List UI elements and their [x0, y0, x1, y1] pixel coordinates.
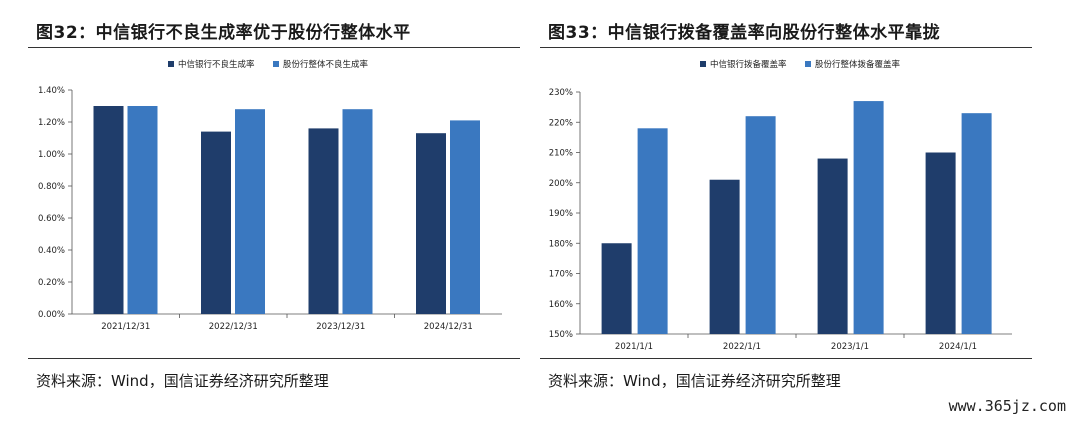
y-tick-label: 190%: [549, 209, 573, 219]
y-tick-label: 0.80%: [38, 182, 65, 192]
bar: [745, 116, 776, 334]
bar: [709, 179, 740, 334]
y-tick-label: 170%: [549, 270, 573, 280]
x-tick-label: 2023/1/1: [831, 342, 869, 352]
bar: [961, 113, 992, 334]
x-tick-label: 2024/1/1: [939, 342, 977, 352]
y-tick-label: 220%: [549, 118, 573, 128]
x-tick-label: 2023/12/31: [316, 322, 365, 332]
bar: [342, 109, 373, 314]
legend-swatch: [168, 61, 174, 67]
bar: [925, 152, 956, 334]
x-tick-label: 2021/1/1: [615, 342, 653, 352]
y-tick-label: 1.00%: [38, 150, 65, 160]
provision-coverage-chart: 中信银行拨备覆盖率 股份行整体拨备覆盖率 150% 160% 170% 180% 190% 2…: [549, 59, 1012, 352]
chart-panel-npl-generation: 图32：中信银行不良生成率优于股份行整体水平 中信银行不良生成率 股份行整体不良生…: [28, 0, 528, 421]
legend-label: 股份行整体不良生成率: [283, 59, 369, 70]
y-tick-label: 230%: [549, 88, 573, 98]
bar: [853, 101, 884, 334]
bar: [308, 128, 339, 314]
y-tick-label: 160%: [549, 300, 573, 310]
legend-label: 中信银行不良生成率: [178, 59, 255, 70]
bar: [450, 120, 480, 315]
legend-label: 股份行整体拨备覆盖率: [815, 59, 901, 70]
legend-swatch: [700, 61, 706, 67]
chart-title: 图33：中信银行拨备覆盖率向股份行整体水平靠拢: [548, 23, 941, 43]
source-note: 资料来源：Wind，国信证券经济研究所整理: [36, 372, 329, 390]
bar: [93, 106, 124, 314]
legend-swatch: [805, 61, 811, 67]
y-tick-label: 1.20%: [38, 118, 65, 128]
source-rule: [540, 358, 1032, 359]
title-rule: [540, 47, 1032, 48]
bar: [201, 131, 231, 314]
npl-generation-chart: 中信银行不良生成率 股份行整体不良生成率 0.00% 0.20% 0.40% 0.60% 0…: [38, 59, 502, 332]
source-rule: [28, 358, 520, 359]
title-rule: [28, 47, 520, 48]
bar: [601, 243, 632, 334]
bar: [416, 133, 446, 314]
bar: [127, 106, 158, 314]
y-tick-label: 150%: [549, 330, 573, 340]
y-tick-label: 0.00%: [38, 310, 65, 320]
site-watermark: www.365jz.com: [948, 397, 1066, 415]
y-tick-label: 0.60%: [38, 214, 65, 224]
y-tick-label: 200%: [549, 179, 573, 189]
y-tick-label: 210%: [549, 149, 573, 159]
bar: [817, 158, 848, 334]
bar: [637, 128, 668, 334]
bar: [235, 109, 265, 314]
x-tick-label: 2022/1/1: [723, 342, 761, 352]
x-tick-label: 2022/12/31: [209, 322, 258, 332]
legend-label: 中信银行拨备覆盖率: [710, 59, 787, 70]
chart-panel-provision-coverage: 图33：中信银行拨备覆盖率向股份行整体水平靠拢 中信银行拨备覆盖率 股份行整体拨备…: [540, 0, 1040, 421]
x-tick-label: 2021/12/31: [101, 322, 150, 332]
legend-swatch: [273, 61, 279, 67]
y-tick-label: 180%: [549, 239, 573, 249]
chart-title: 图32：中信银行不良生成率优于股份行整体水平: [36, 23, 411, 43]
x-tick-label: 2024/12/31: [424, 322, 473, 332]
y-tick-label: 0.20%: [38, 278, 65, 288]
source-note: 资料来源：Wind，国信证券经济研究所整理: [548, 372, 841, 390]
y-tick-label: 0.40%: [38, 246, 65, 256]
y-tick-label: 1.40%: [38, 86, 65, 96]
